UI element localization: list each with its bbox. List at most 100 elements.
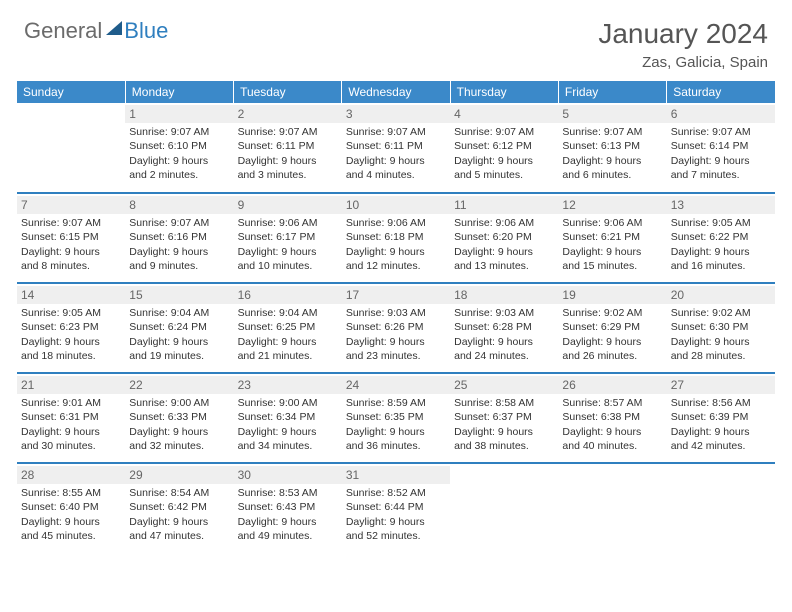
sunrise-line: Sunrise: 9:04 AM	[238, 306, 338, 320]
daylight-line-2: and 49 minutes.	[238, 529, 338, 543]
weekday-header-row: Sunday Monday Tuesday Wednesday Thursday…	[17, 81, 775, 103]
title-block: January 2024 Zas, Galicia, Spain	[598, 18, 768, 71]
day-cell: 23Sunrise: 9:00 AMSunset: 6:34 PMDayligh…	[234, 373, 342, 463]
sunrise-line: Sunrise: 9:05 AM	[671, 216, 771, 230]
day-cell: 27Sunrise: 8:56 AMSunset: 6:39 PMDayligh…	[667, 373, 775, 463]
header: General Blue January 2024 Zas, Galicia, …	[0, 0, 792, 81]
sunrise-line: Sunrise: 9:07 AM	[129, 216, 229, 230]
sunset-line: Sunset: 6:39 PM	[671, 410, 771, 424]
day-number: 24	[342, 376, 450, 394]
daylight-line-2: and 38 minutes.	[454, 439, 554, 453]
daylight-line-2: and 30 minutes.	[21, 439, 121, 453]
daylight-line-1: Daylight: 9 hours	[21, 245, 121, 259]
daylight-line-1: Daylight: 9 hours	[346, 515, 446, 529]
day-number: 18	[450, 286, 558, 304]
day-number: 28	[17, 466, 125, 484]
day-cell: 29Sunrise: 8:54 AMSunset: 6:42 PMDayligh…	[125, 463, 233, 553]
daylight-line-1: Daylight: 9 hours	[129, 425, 229, 439]
sunset-line: Sunset: 6:18 PM	[346, 230, 446, 244]
calendar-body: 1Sunrise: 9:07 AMSunset: 6:10 PMDaylight…	[17, 103, 775, 553]
weekday-header: Sunday	[17, 81, 125, 103]
day-number: 23	[234, 376, 342, 394]
day-number: 17	[342, 286, 450, 304]
daylight-line-2: and 15 minutes.	[562, 259, 662, 273]
sunrise-line: Sunrise: 9:07 AM	[21, 216, 121, 230]
day-number: 29	[125, 466, 233, 484]
sunrise-line: Sunrise: 8:55 AM	[21, 486, 121, 500]
day-number: 31	[342, 466, 450, 484]
sunrise-line: Sunrise: 9:07 AM	[454, 125, 554, 139]
daylight-line-1: Daylight: 9 hours	[671, 335, 771, 349]
daylight-line-2: and 36 minutes.	[346, 439, 446, 453]
day-cell: 6Sunrise: 9:07 AMSunset: 6:14 PMDaylight…	[667, 103, 775, 193]
sunrise-line: Sunrise: 9:00 AM	[238, 396, 338, 410]
day-cell: 11Sunrise: 9:06 AMSunset: 6:20 PMDayligh…	[450, 193, 558, 283]
daylight-line-1: Daylight: 9 hours	[238, 245, 338, 259]
sunrise-line: Sunrise: 8:59 AM	[346, 396, 446, 410]
sunset-line: Sunset: 6:31 PM	[21, 410, 121, 424]
daylight-line-1: Daylight: 9 hours	[562, 154, 662, 168]
daylight-line-1: Daylight: 9 hours	[21, 425, 121, 439]
daylight-line-2: and 32 minutes.	[129, 439, 229, 453]
daylight-line-1: Daylight: 9 hours	[238, 154, 338, 168]
daylight-line-1: Daylight: 9 hours	[238, 515, 338, 529]
day-number: 15	[125, 286, 233, 304]
daylight-line-2: and 12 minutes.	[346, 259, 446, 273]
day-number: 30	[234, 466, 342, 484]
day-cell	[558, 463, 666, 553]
sunrise-line: Sunrise: 8:54 AM	[129, 486, 229, 500]
sunrise-line: Sunrise: 9:02 AM	[562, 306, 662, 320]
day-number: 2	[234, 105, 342, 123]
sunset-line: Sunset: 6:14 PM	[671, 139, 771, 153]
daylight-line-1: Daylight: 9 hours	[454, 154, 554, 168]
sunrise-line: Sunrise: 8:58 AM	[454, 396, 554, 410]
day-number: 13	[667, 196, 775, 214]
day-cell: 8Sunrise: 9:07 AMSunset: 6:16 PMDaylight…	[125, 193, 233, 283]
day-cell: 21 Sunrise: 9:01 AMSunset: 6:31 PMDayligh…	[17, 373, 125, 463]
daylight-line-2: and 4 minutes.	[346, 168, 446, 182]
daylight-line-2: and 45 minutes.	[21, 529, 121, 543]
daylight-line-1: Daylight: 9 hours	[21, 515, 121, 529]
daylight-line-2: and 3 minutes.	[238, 168, 338, 182]
sunset-line: Sunset: 6:11 PM	[346, 139, 446, 153]
day-cell: 4Sunrise: 9:07 AMSunset: 6:12 PMDaylight…	[450, 103, 558, 193]
daylight-line-1: Daylight: 9 hours	[238, 335, 338, 349]
weekday-header: Saturday	[667, 81, 775, 103]
day-number: 27	[667, 376, 775, 394]
daylight-line-2: and 7 minutes.	[671, 168, 771, 182]
sunrise-line: Sunrise: 9:00 AM	[129, 396, 229, 410]
sunrise-line: Sunrise: 9:05 AM	[21, 306, 121, 320]
logo: General Blue	[24, 18, 168, 44]
week-row: 14Sunrise: 9:05 AMSunset: 6:23 PMDayligh…	[17, 283, 775, 373]
daylight-line-2: and 26 minutes.	[562, 349, 662, 363]
sunset-line: Sunset: 6:12 PM	[454, 139, 554, 153]
sunrise-line: Sunrise: 9:01 AM	[21, 396, 121, 410]
sunrise-line: Sunrise: 8:53 AM	[238, 486, 338, 500]
day-cell: 12Sunrise: 9:06 AMSunset: 6:21 PMDayligh…	[558, 193, 666, 283]
day-cell: 13Sunrise: 9:05 AMSunset: 6:22 PMDayligh…	[667, 193, 775, 283]
logo-triangle-icon	[106, 21, 122, 35]
sunrise-line: Sunrise: 9:06 AM	[238, 216, 338, 230]
day-number: 26	[558, 376, 666, 394]
sunset-line: Sunset: 6:21 PM	[562, 230, 662, 244]
daylight-line-1: Daylight: 9 hours	[454, 245, 554, 259]
daylight-line-2: and 21 minutes.	[238, 349, 338, 363]
daylight-line-2: and 47 minutes.	[129, 529, 229, 543]
day-cell: 19Sunrise: 9:02 AMSunset: 6:29 PMDayligh…	[558, 283, 666, 373]
daylight-line-2: and 18 minutes.	[21, 349, 121, 363]
day-number: 21	[17, 376, 125, 394]
daylight-line-2: and 42 minutes.	[671, 439, 771, 453]
weekday-header: Tuesday	[234, 81, 342, 103]
daylight-line-1: Daylight: 9 hours	[346, 245, 446, 259]
calendar-table: Sunday Monday Tuesday Wednesday Thursday…	[17, 81, 775, 553]
logo-text-general: General	[24, 18, 102, 44]
sunset-line: Sunset: 6:40 PM	[21, 500, 121, 514]
sunset-line: Sunset: 6:23 PM	[21, 320, 121, 334]
day-number: 11	[450, 196, 558, 214]
sunrise-line: Sunrise: 9:02 AM	[671, 306, 771, 320]
daylight-line-2: and 10 minutes.	[238, 259, 338, 273]
daylight-line-1: Daylight: 9 hours	[21, 335, 121, 349]
day-cell: 30Sunrise: 8:53 AMSunset: 6:43 PMDayligh…	[234, 463, 342, 553]
month-title: January 2024	[598, 18, 768, 50]
sunrise-line: Sunrise: 8:56 AM	[671, 396, 771, 410]
